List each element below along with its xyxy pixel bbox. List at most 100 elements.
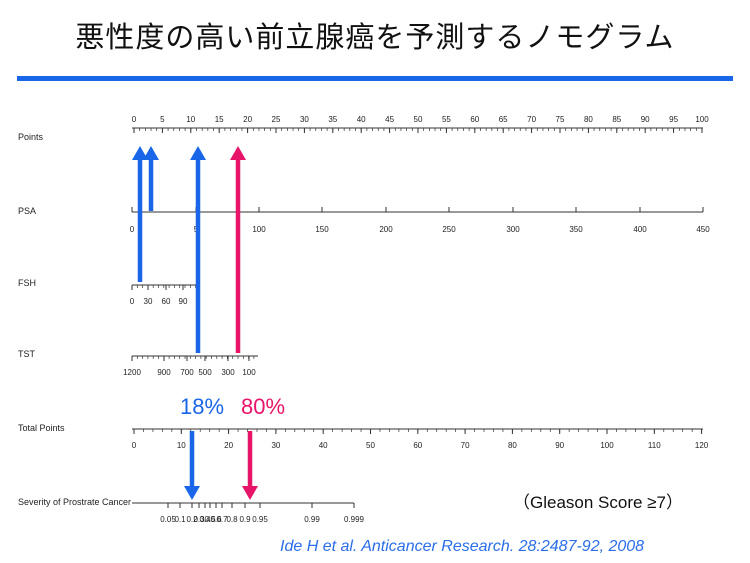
tick-label-total: 70 bbox=[461, 441, 470, 450]
slide-title: 悪性度の高い前立腺癌を予測するノモグラム bbox=[75, 20, 675, 54]
tick-label-points: 15 bbox=[215, 115, 224, 124]
tick-label-points: 65 bbox=[499, 115, 508, 124]
tick-label-severity: 0.05 bbox=[160, 515, 176, 524]
tick-label-severity: 0.8 bbox=[226, 515, 238, 524]
tick-label-total: 60 bbox=[413, 441, 422, 450]
tick-label-psa: 450 bbox=[696, 225, 710, 234]
tick-label-fsh: 30 bbox=[144, 297, 153, 306]
arrow-fsh-to-points-head bbox=[132, 146, 148, 160]
tick-label-severity: 0.9 bbox=[239, 515, 251, 524]
tick-label-tst: 100 bbox=[242, 368, 256, 377]
tick-label-psa: 300 bbox=[506, 225, 520, 234]
tick-label-fsh: 0 bbox=[130, 297, 135, 306]
tick-label-points: 100 bbox=[695, 115, 709, 124]
tick-label-total: 10 bbox=[177, 441, 186, 450]
tick-label-points: 5 bbox=[160, 115, 165, 124]
tick-label-fsh: 90 bbox=[179, 297, 188, 306]
tick-label-fsh: 60 bbox=[162, 297, 171, 306]
tick-label-points: 35 bbox=[328, 115, 337, 124]
tick-label-points: 20 bbox=[243, 115, 252, 124]
arrow-total-to-severity-blue-head bbox=[184, 486, 200, 500]
tick-label-psa: 350 bbox=[569, 225, 583, 234]
axis-fsh: FSH 0 30 60 90 bbox=[18, 278, 196, 306]
tick-label-tst: 1200 bbox=[123, 368, 141, 377]
axis-psa: PSA05100150200250300350400450 bbox=[18, 206, 710, 234]
probability-blue-label: 18% bbox=[180, 394, 225, 419]
tick-label-total: 40 bbox=[319, 441, 328, 450]
arrow-fsh-to-points bbox=[132, 146, 148, 282]
tick-label-points: 40 bbox=[357, 115, 366, 124]
axis-label-fsh: FSH bbox=[18, 278, 36, 288]
tick-label-tst: 700 bbox=[180, 368, 194, 377]
tick-label-psa: 100 bbox=[252, 225, 266, 234]
tick-label-severity: 0.3 bbox=[193, 515, 205, 524]
nomogram-axes: Points 0 5 10 15 20 25 30 35 40 45 50 55 60 65 70 75 80 85… bbox=[18, 115, 710, 524]
tick-label-points: 75 bbox=[556, 115, 565, 124]
arrow-red-to-points-head bbox=[230, 146, 246, 160]
tick-label-psa: 250 bbox=[442, 225, 456, 234]
tick-label-severity: 0.2 bbox=[186, 515, 198, 524]
gleason-note: （Gleason Score ≥7） bbox=[513, 493, 683, 512]
axis-label-points: Points bbox=[18, 132, 44, 142]
nomogram-arrows bbox=[132, 146, 258, 500]
tick-label-points: 50 bbox=[414, 115, 423, 124]
arrow-red-to-points bbox=[230, 146, 246, 353]
tick-label-total: 100 bbox=[600, 441, 614, 450]
arrow-total-to-severity-red-head bbox=[242, 486, 258, 500]
arrow-total-to-severity-red bbox=[242, 431, 258, 500]
axis-label-tst: TST bbox=[18, 349, 36, 359]
tick-label-severity: 0.1 bbox=[174, 515, 186, 524]
tick-label-severity: 0.6 bbox=[210, 515, 222, 524]
tick-label-total: 30 bbox=[271, 441, 280, 450]
tick-label-tst: 500 bbox=[198, 368, 212, 377]
axis-label-total: Total Points bbox=[18, 423, 65, 433]
title-underline bbox=[17, 76, 733, 81]
tick-label-psa: 150 bbox=[315, 225, 329, 234]
arrow-total-to-severity-blue bbox=[184, 431, 200, 500]
arrow-tst-to-points-head bbox=[190, 146, 206, 160]
tick-label-total: 80 bbox=[508, 441, 517, 450]
tick-label-points: 30 bbox=[300, 115, 309, 124]
tick-label-severity: 0.7 bbox=[216, 515, 228, 524]
tick-label-severity: 0.4 bbox=[199, 515, 211, 524]
tick-label-severity: 0.5 bbox=[204, 515, 216, 524]
tick-label-total: 90 bbox=[555, 441, 564, 450]
axis-tst: TST 1200 900 700 500 300 100 bbox=[18, 349, 258, 377]
tick-label-points: 45 bbox=[385, 115, 394, 124]
axis-total: Total Points 0 10 20 30 40 50 60 70 80 90 100 110 120 bbox=[18, 423, 709, 450]
tick-label-tst: 900 bbox=[157, 368, 171, 377]
arrow-tst-to-points bbox=[190, 146, 206, 353]
arrow-psa-to-points bbox=[143, 146, 159, 211]
tick-label-points: 10 bbox=[186, 115, 195, 124]
tick-label-points: 60 bbox=[470, 115, 479, 124]
tick-label-psa: 0 bbox=[130, 225, 135, 234]
tick-label-points: 25 bbox=[272, 115, 281, 124]
tick-label-total: 120 bbox=[695, 441, 709, 450]
citation: Ide H et al. Anticancer Research. 28:248… bbox=[280, 538, 645, 555]
tick-label-total: 110 bbox=[648, 441, 661, 450]
tick-label-severity: 0.99 bbox=[304, 515, 320, 524]
axis-label-psa: PSA bbox=[18, 206, 36, 216]
tick-label-points: 0 bbox=[132, 115, 137, 124]
axis-points: Points 0 5 10 15 20 25 30 35 40 45 50 55 60 65 70 75 80 85… bbox=[18, 115, 709, 142]
arrow-psa-to-points-head bbox=[143, 146, 159, 160]
tick-label-total: 20 bbox=[224, 441, 233, 450]
tick-label-severity: 0.95 bbox=[252, 515, 268, 524]
tick-label-psa: 200 bbox=[379, 225, 393, 234]
tick-label-points: 70 bbox=[527, 115, 536, 124]
tick-label-points: 85 bbox=[612, 115, 621, 124]
tick-label-psa: 400 bbox=[633, 225, 647, 234]
tick-label-points: 55 bbox=[442, 115, 451, 124]
probability-red-label: 80% bbox=[241, 394, 286, 419]
tick-label-total: 0 bbox=[132, 441, 137, 450]
tick-label-severity: 0.999 bbox=[344, 515, 365, 524]
tick-label-points: 95 bbox=[669, 115, 678, 124]
axis-label-severity: Severity of Prostrate Cancer bbox=[18, 497, 131, 507]
tick-label-tst: 300 bbox=[221, 368, 235, 377]
tick-label-points: 90 bbox=[641, 115, 650, 124]
tick-label-total: 50 bbox=[366, 441, 375, 450]
tick-label-points: 80 bbox=[584, 115, 593, 124]
